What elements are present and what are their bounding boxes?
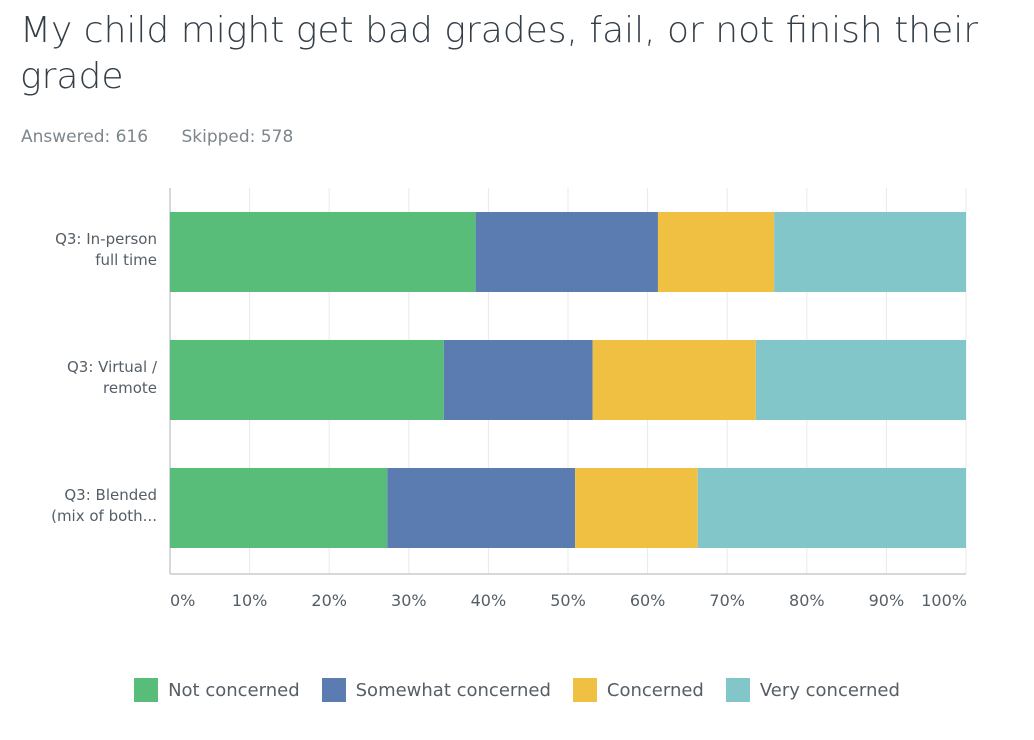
legend-item: Not concerned: [134, 678, 300, 702]
x-tick-label: 30%: [391, 591, 427, 610]
category-label: remote: [103, 379, 157, 397]
bar-segment: [657, 212, 775, 292]
legend-swatch: [134, 678, 159, 702]
category-label: (mix of both...: [51, 507, 157, 525]
bar-segment: [170, 340, 444, 420]
legend-label: Very concerned: [759, 679, 900, 701]
category-label: Q3: In-person: [55, 230, 157, 248]
chart-legend: Not concerned Somewhat concerned Concerned…: [0, 678, 1034, 702]
legend-label: Somewhat concerned: [355, 679, 551, 701]
answered-count: Answered: 616: [21, 127, 149, 147]
x-tick-label: 10%: [232, 591, 268, 610]
bar-segment: [575, 468, 698, 548]
x-tick-label: 100%: [921, 591, 967, 610]
bar-segment: [387, 468, 576, 548]
legend-swatch: [572, 678, 597, 702]
bar-segment: [755, 340, 966, 420]
bar-segment: [170, 212, 476, 292]
x-tick-label: 80%: [789, 591, 825, 610]
skipped-count: Skipped: 578: [181, 127, 294, 147]
chart-title: My child might get bad grades, fail, or …: [20, 10, 979, 97]
bar-segment: [170, 468, 388, 548]
legend-item: Somewhat concerned: [321, 678, 551, 702]
legend-swatch: [321, 678, 346, 702]
x-tick-label: 70%: [709, 591, 745, 610]
legend-swatch: [725, 678, 750, 702]
bar-segment: [697, 468, 966, 548]
bar-segment: [774, 212, 966, 292]
x-tick-label: 20%: [311, 591, 347, 610]
category-label: Q3: Virtual /: [67, 358, 158, 376]
bar-segment: [475, 212, 658, 292]
x-tick-label: 0%: [170, 591, 195, 610]
stacked-bar-chart: Q3: In-person full time Q3: Virtual / remot…: [51, 188, 967, 610]
category-label: full time: [95, 251, 157, 269]
response-stats: Answered: 616 Skipped: 578: [21, 127, 321, 147]
x-tick-label: 40%: [471, 591, 507, 610]
legend-item: Concerned: [572, 678, 704, 702]
legend-label: Concerned: [606, 679, 704, 701]
legend-label: Not concerned: [168, 679, 300, 701]
bar-segment: [443, 340, 593, 420]
x-tick-label: 90%: [869, 591, 905, 610]
bar-segment: [592, 340, 756, 420]
x-tick-label: 50%: [550, 591, 586, 610]
category-label: Q3: Blended: [64, 486, 157, 504]
x-tick-label: 60%: [630, 591, 666, 610]
legend-item: Very concerned: [725, 678, 900, 702]
